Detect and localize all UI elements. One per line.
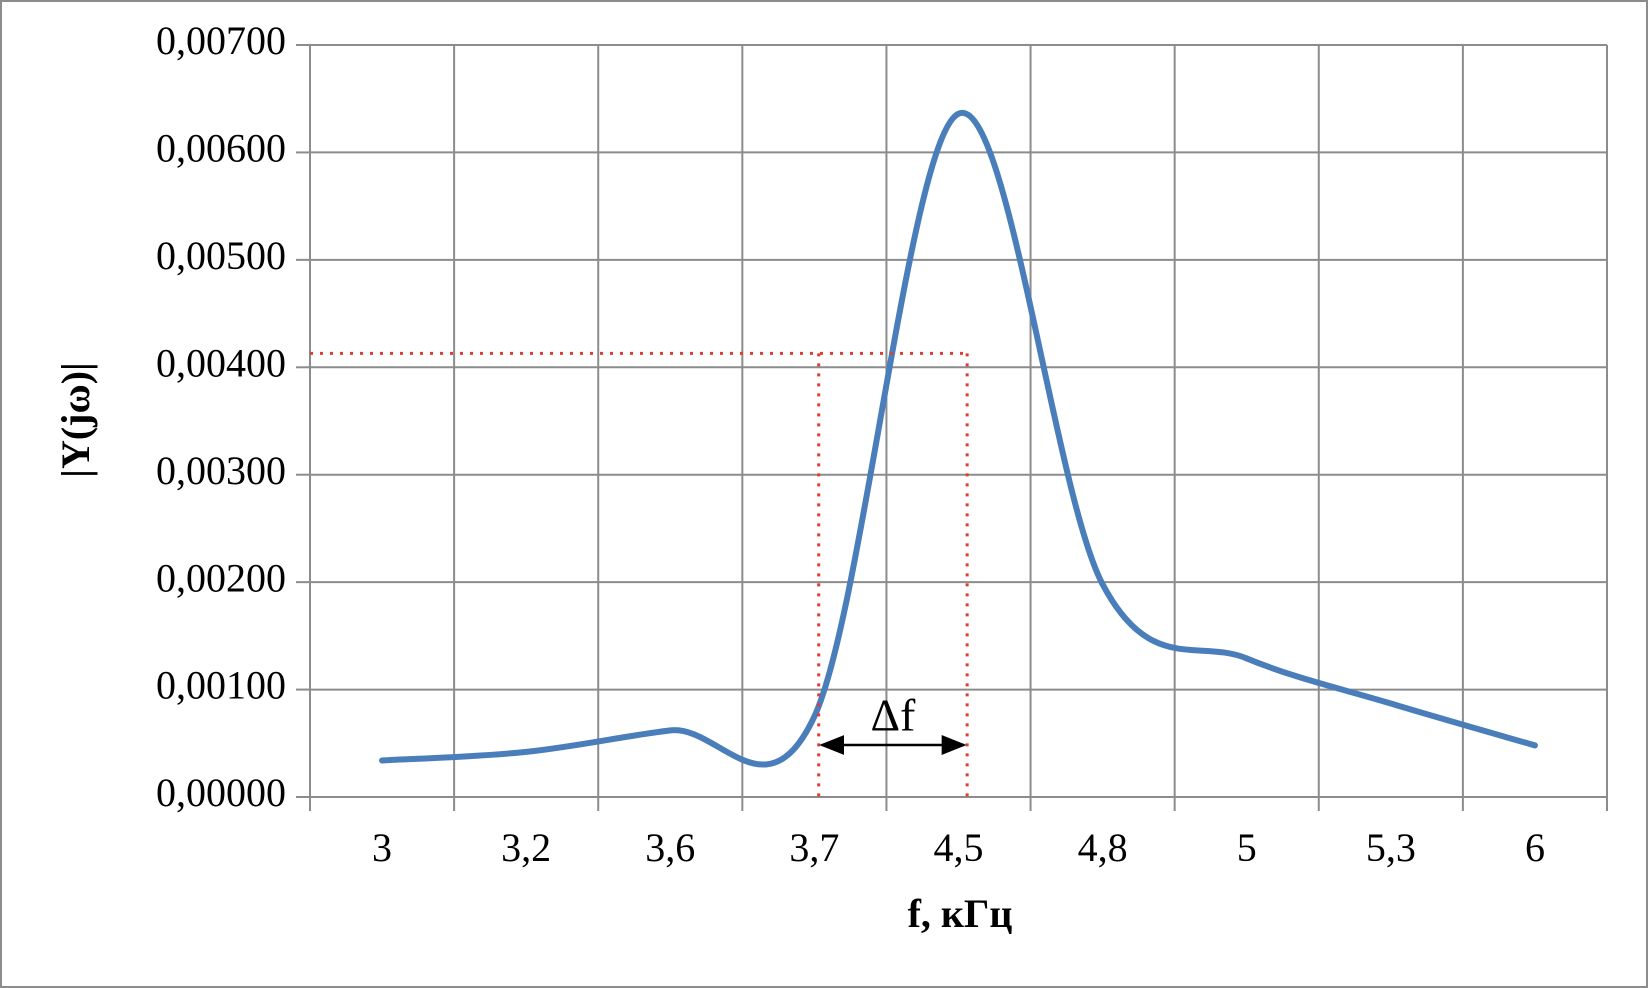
x-tick-label: 4,8 <box>1078 825 1128 870</box>
y-tick-label: 0,00700 <box>156 18 286 63</box>
y-tick-label: 0,00200 <box>156 555 286 600</box>
y-tick-label: 0,00300 <box>156 448 286 493</box>
x-tick-label: 6 <box>1525 825 1545 870</box>
y-tick-label: 0,00000 <box>156 770 286 815</box>
x-tick-label: 5 <box>1237 825 1257 870</box>
y-axis-title: |Y(jω)| <box>53 362 98 478</box>
x-tick-label: 4,5 <box>934 825 984 870</box>
x-tick-label: 3,2 <box>501 825 551 870</box>
y-tick-label: 0,00400 <box>156 340 286 385</box>
x-tick-label: 3,6 <box>645 825 695 870</box>
y-tick-label: 0,00600 <box>156 126 286 171</box>
x-tick-label: 3 <box>372 825 392 870</box>
data-line <box>379 110 1538 768</box>
y-tick-label: 0,00100 <box>156 663 286 708</box>
y-tick-label: 0,00500 <box>156 233 286 278</box>
x-axis-title: f, кГц <box>908 891 1013 936</box>
delta-label: Δf <box>870 690 916 741</box>
x-tick-label: 5,3 <box>1366 825 1416 870</box>
x-tick-label: 3,7 <box>789 825 839 870</box>
